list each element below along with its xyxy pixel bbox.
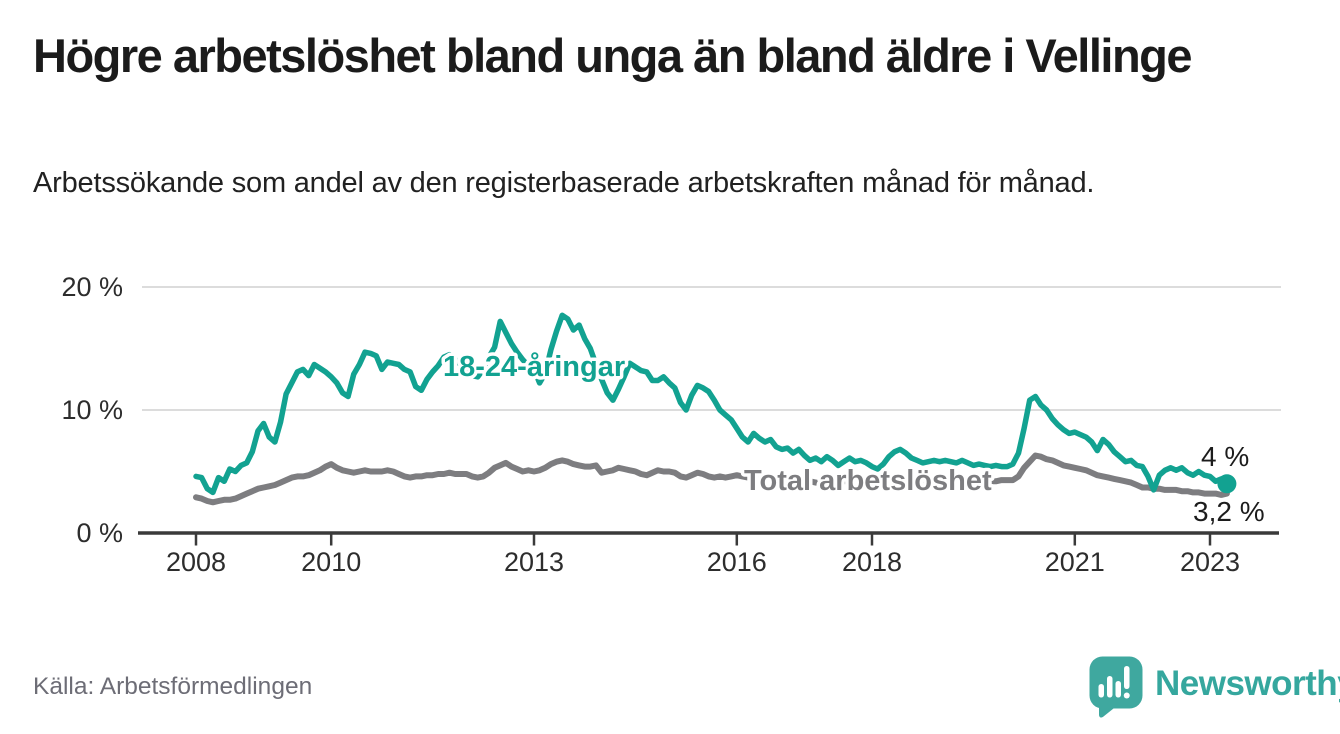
chart-subtitle: Arbetssökande som andel av den registerb… bbox=[33, 167, 1095, 199]
youth-series-line bbox=[193, 312, 1230, 496]
youth-series-label: 18-24-åringar bbox=[443, 351, 625, 383]
newsworthy-logo: Newsworthy bbox=[1088, 656, 1340, 718]
total-end-value-label: 3,2 % bbox=[1193, 496, 1265, 527]
x-tick-label: 2023 bbox=[1180, 547, 1240, 577]
x-tick-label: 2008 bbox=[166, 547, 226, 577]
x-tick-label: 2010 bbox=[301, 547, 361, 577]
youth-end-value-label: 4 % bbox=[1201, 441, 1249, 472]
total-series-line bbox=[193, 452, 1230, 506]
x-tick-label: 2021 bbox=[1045, 547, 1105, 577]
chart-title: Högre arbetslöshet bland unga än bland ä… bbox=[33, 29, 1193, 82]
x-axis bbox=[138, 531, 1279, 546]
youth-end-dot bbox=[1217, 474, 1237, 494]
x-tick-label: 2018 bbox=[842, 547, 902, 577]
gridlines bbox=[142, 286, 1281, 411]
total-series-label: Total arbetslöshet bbox=[744, 465, 992, 497]
y-tick-label: 20 % bbox=[61, 272, 123, 302]
x-axis-labels: 2008 2010 2013 2016 2018 2021 2023 bbox=[166, 547, 1240, 577]
y-tick-label: 0 % bbox=[76, 518, 123, 548]
source-note: Källa: Arbetsförmedlingen bbox=[33, 673, 313, 700]
newsworthy-logo-icon bbox=[1089, 656, 1143, 718]
newsworthy-logo-text: Newsworthy bbox=[1155, 663, 1340, 703]
x-tick-label: 2013 bbox=[504, 547, 564, 577]
x-tick-label: 2016 bbox=[707, 547, 767, 577]
y-tick-label: 10 % bbox=[61, 395, 123, 425]
y-axis-labels: 0 % 10 % 20 % bbox=[61, 272, 123, 548]
